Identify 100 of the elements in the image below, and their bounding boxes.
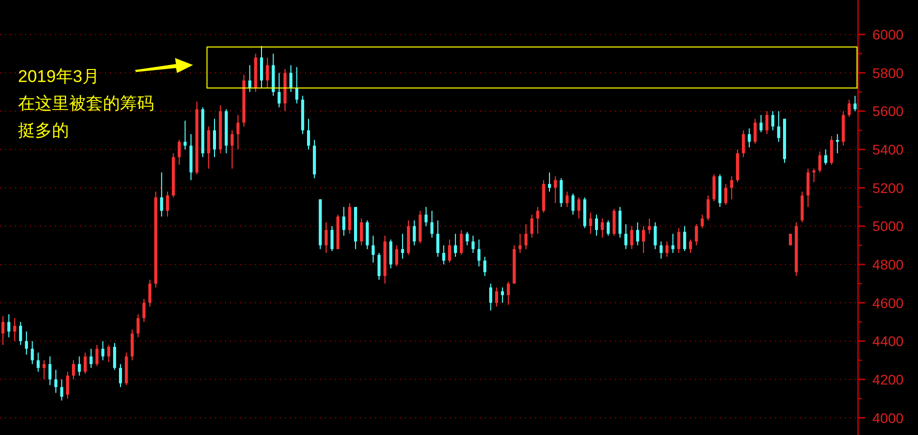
candlestick (107, 344, 110, 363)
candlestick (630, 226, 634, 250)
candlestick (95, 344, 98, 367)
candlestick (36, 352, 40, 372)
candlestick (712, 174, 716, 202)
candlestick (530, 214, 534, 238)
candlestick (806, 168, 810, 208)
candlestick (694, 224, 698, 246)
candlestick (248, 64, 252, 92)
candlestick (207, 126, 210, 170)
y-tick-label: 5400 (872, 141, 904, 158)
candlestick (724, 183, 728, 206)
candlestick (19, 321, 22, 346)
y-tick-label: 4800 (872, 256, 904, 272)
candlestick (618, 206, 622, 238)
y-tick-label: 5200 (872, 180, 904, 196)
candlestick (624, 224, 628, 250)
candlestick (600, 218, 604, 238)
candlestick (60, 378, 64, 402)
candlestick (854, 95, 857, 112)
candlestick (777, 110, 780, 142)
candlestick (389, 239, 392, 269)
candlestick (683, 226, 686, 252)
candlestick (348, 202, 352, 234)
candlestick (84, 352, 87, 374)
candlestick (518, 233, 522, 254)
candlestick (230, 130, 234, 170)
candlestick (448, 239, 452, 264)
candlestick (372, 235, 375, 264)
y-tick-label: 5000 (872, 218, 904, 234)
candlestick (90, 348, 93, 368)
candlestick (771, 110, 774, 131)
candlestick (142, 298, 146, 322)
candlestick (72, 360, 75, 380)
annotation: 在这里被套的筹码 (18, 94, 154, 113)
candlestick (101, 340, 104, 361)
candlestick (466, 231, 469, 246)
candlestick (594, 214, 598, 236)
candlestick (7, 314, 10, 338)
candlestick (54, 369, 58, 394)
candlestick (295, 66, 298, 104)
candlestick (489, 283, 492, 311)
candlestick (524, 224, 528, 250)
candlestick (677, 228, 680, 254)
candlestick (166, 191, 169, 218)
candlestick (378, 252, 381, 280)
candlestick (760, 114, 763, 133)
candlestick (42, 360, 46, 380)
candlestick (848, 99, 851, 118)
candlestick (395, 244, 398, 267)
candlestick (412, 220, 416, 246)
candlestick (213, 118, 216, 158)
candlestick (278, 72, 281, 108)
candlestick (436, 220, 440, 258)
candlestick (824, 148, 828, 166)
candlestick (636, 222, 640, 246)
candlestick (642, 226, 645, 254)
candlestick (184, 120, 187, 150)
candlestick (454, 233, 457, 258)
y-tick-label: 4400 (872, 333, 904, 350)
candlestick (560, 178, 563, 208)
candlestick (66, 371, 70, 400)
candlestick (589, 212, 592, 234)
candlestick (700, 214, 704, 229)
candlestick (118, 364, 122, 388)
candlestick (424, 206, 428, 227)
candlestick (260, 45, 264, 89)
candlestick (500, 286, 504, 304)
candlestick (754, 118, 757, 144)
candlestick (506, 281, 510, 306)
candlestick (566, 191, 569, 208)
candlestick (648, 218, 651, 234)
candlestick (460, 229, 463, 256)
candlestick (136, 314, 140, 338)
candlestick (660, 240, 663, 260)
candlestick (48, 356, 52, 386)
annotation: 2019年3月 (18, 67, 100, 86)
candlestick (666, 240, 669, 258)
candlestick (812, 168, 816, 183)
candlestick (342, 206, 346, 236)
candlestick (113, 342, 116, 370)
candlestick (495, 286, 498, 308)
candlestick (178, 139, 181, 166)
candlestick (830, 136, 834, 166)
candlestick (671, 233, 674, 254)
candlestick (477, 239, 480, 267)
candlestick (366, 220, 369, 250)
candlestick (742, 130, 745, 158)
candlestick (654, 222, 657, 250)
candlestick (307, 118, 310, 150)
y-tick-label: 5800 (872, 64, 904, 81)
candlestick (765, 110, 768, 135)
candlestick (430, 210, 434, 238)
candlestick (836, 134, 839, 154)
y-tick-label: 4200 (872, 371, 904, 388)
candlestick (612, 208, 616, 236)
y-tick-label: 6000 (872, 26, 904, 42)
candlestick (266, 56, 269, 89)
candlestick (360, 218, 363, 246)
candlestick (148, 279, 152, 308)
